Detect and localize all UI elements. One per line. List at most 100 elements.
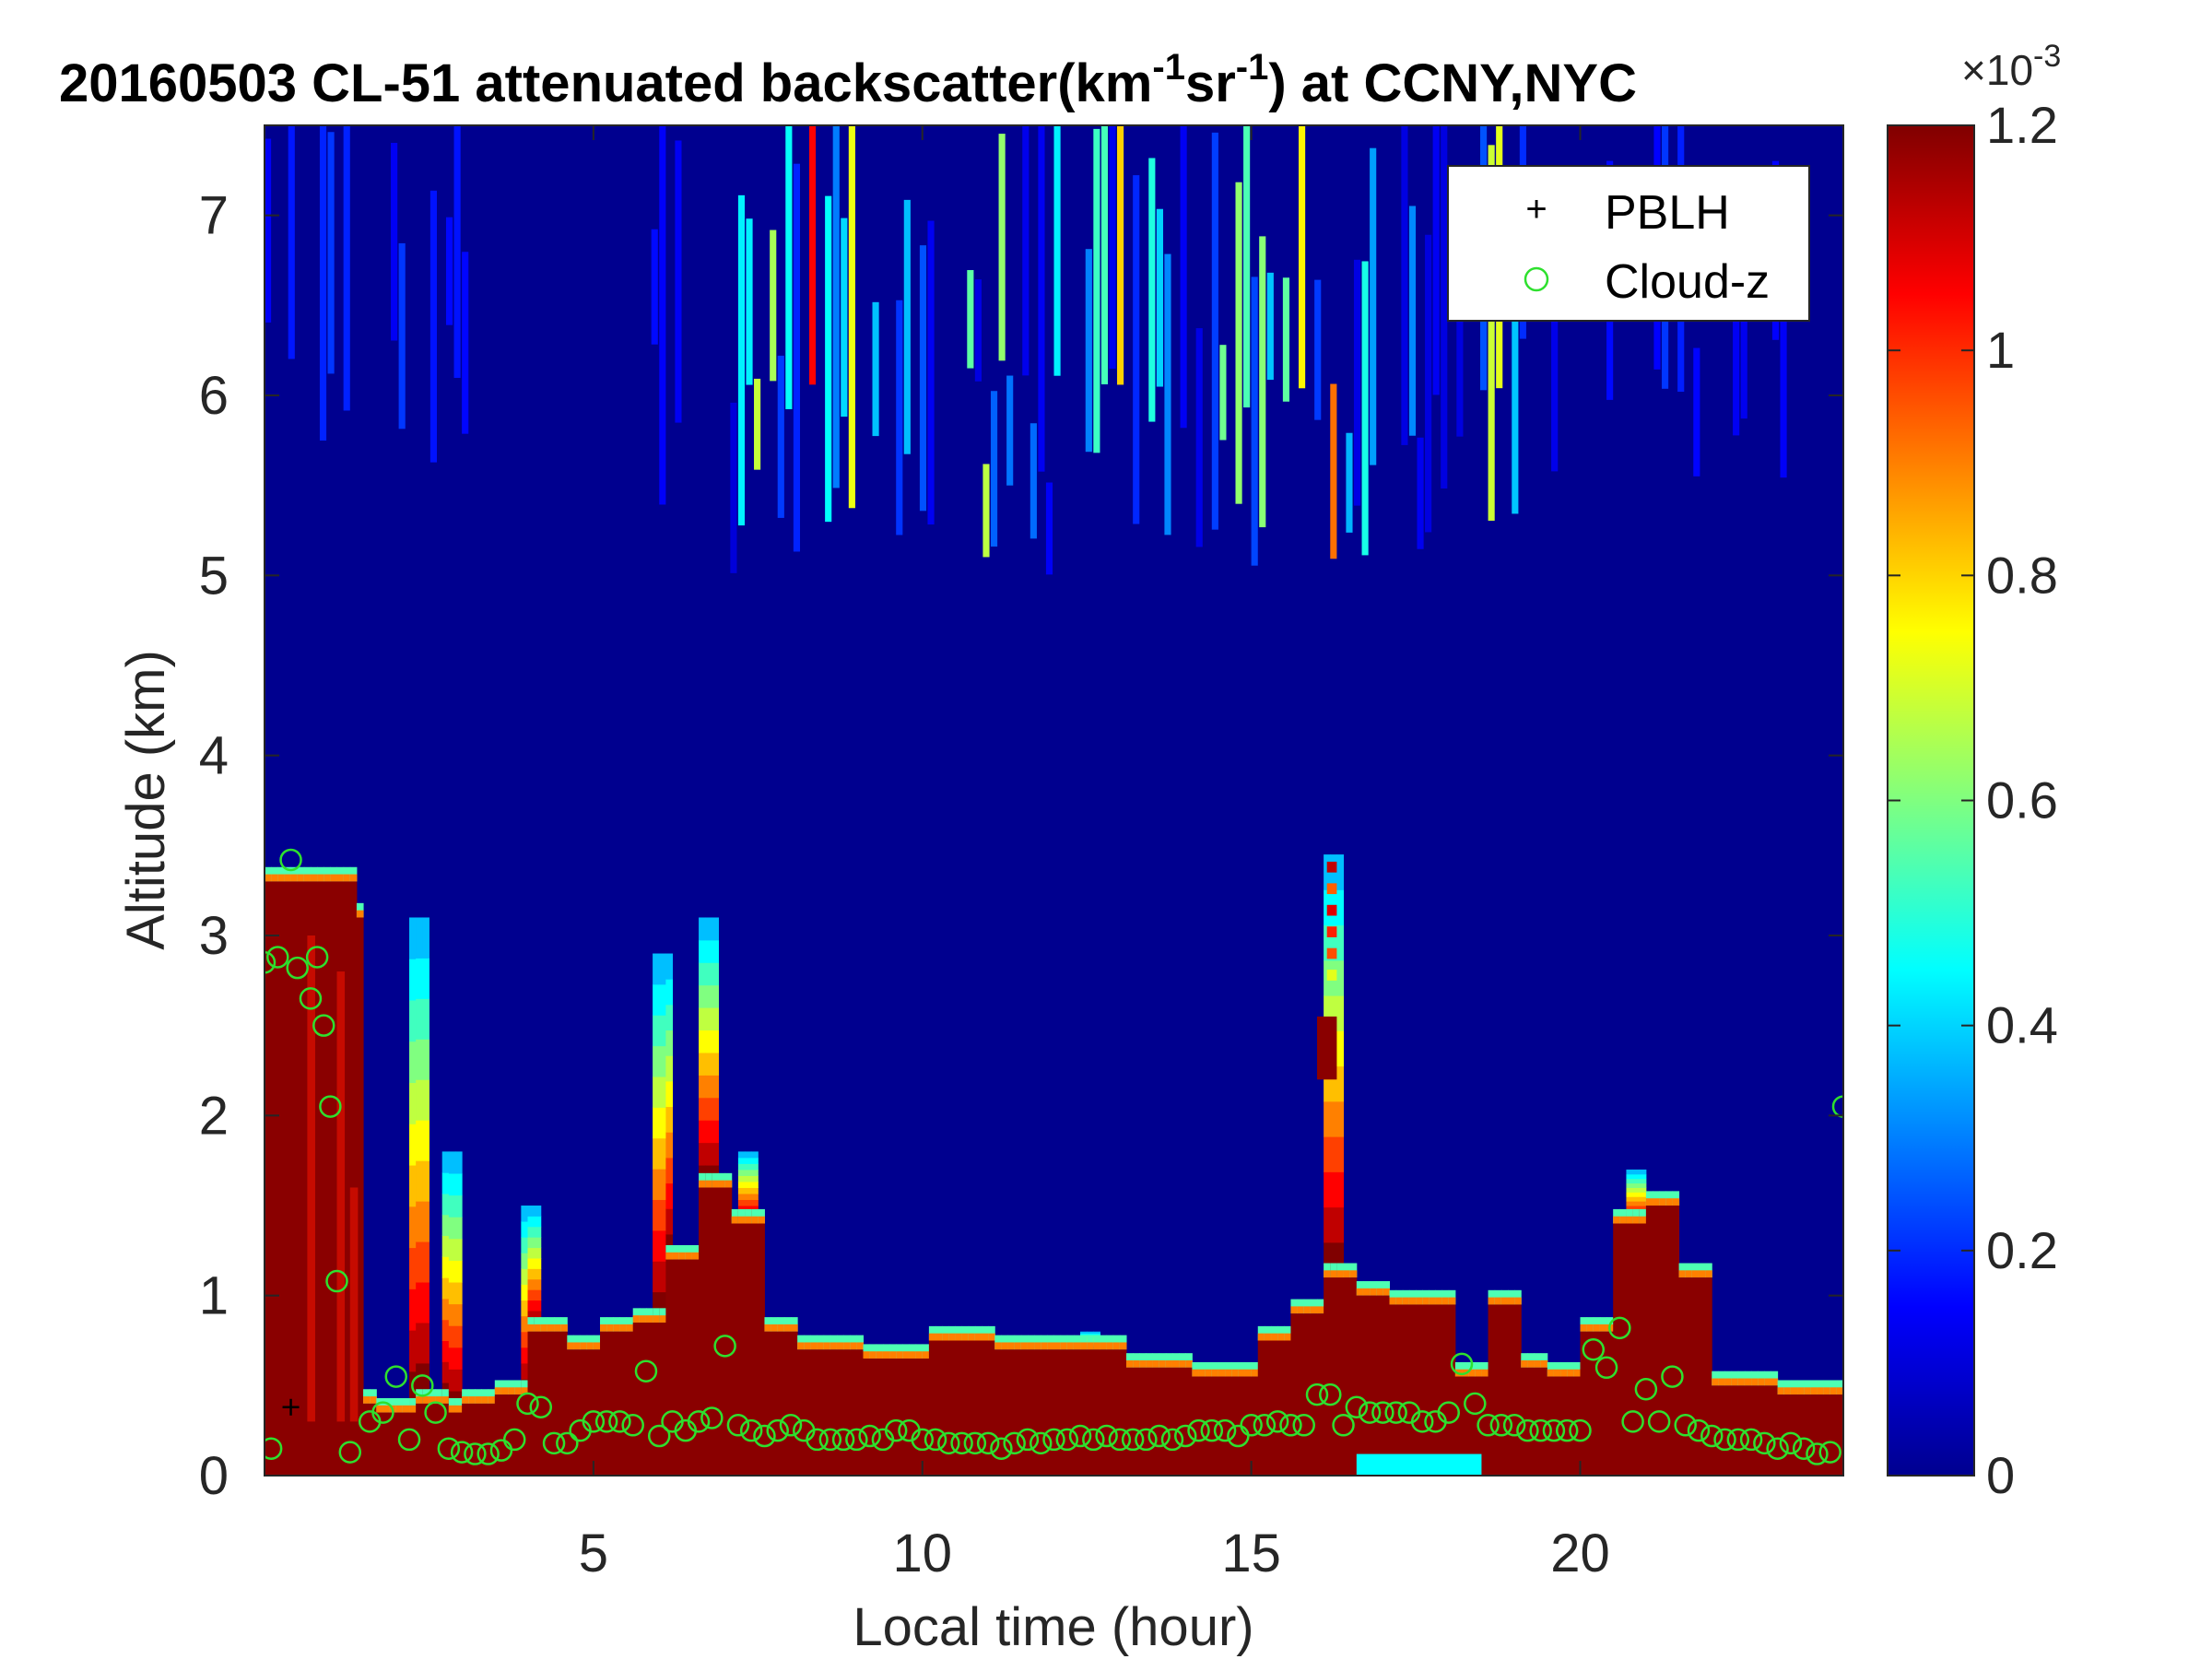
aerosol-column	[1126, 1367, 1134, 1476]
colorbar-tick-label: 1	[1986, 321, 2015, 379]
layer-fringe	[1705, 1270, 1712, 1278]
plume-segment	[659, 1077, 666, 1108]
plume-segment	[1330, 1100, 1337, 1137]
cloud-streak	[1282, 277, 1290, 402]
aerosol-column	[856, 1349, 865, 1476]
aerosol-column	[1139, 1367, 1147, 1476]
aerosol-column	[1297, 1313, 1305, 1476]
plume-segment	[705, 1097, 712, 1121]
plume-segment	[534, 1237, 542, 1249]
plume-segment	[1632, 1169, 1641, 1175]
plume-segment	[441, 1319, 450, 1341]
plume-segment	[659, 1261, 666, 1293]
aerosol-column	[691, 1259, 700, 1476]
cloud-z-point	[806, 1428, 829, 1452]
aerosol-column	[1007, 1349, 1016, 1476]
layer-fringe	[705, 1180, 712, 1188]
aerosol-column	[1133, 1367, 1140, 1476]
layer-fringe	[1238, 1369, 1245, 1377]
plume-segment	[699, 1120, 706, 1144]
layer-fringe	[435, 1396, 443, 1404]
plume-segment	[441, 1340, 450, 1362]
cloud-streak	[777, 355, 784, 518]
layer-fringe	[1277, 1333, 1285, 1341]
aerosol-column	[1665, 1206, 1673, 1476]
plume-segment	[416, 1322, 423, 1364]
cloud-z-point	[1489, 1414, 1513, 1437]
cloud-z-point	[516, 1392, 539, 1416]
aerosol-column	[284, 881, 292, 1476]
layer-fringe	[626, 1324, 634, 1332]
layer-fringe	[1139, 1359, 1147, 1368]
layer-fringe	[1678, 1270, 1687, 1278]
cloud-z-point	[1305, 1382, 1329, 1406]
plume-segment	[416, 1079, 423, 1121]
cloud-z-point	[1332, 1414, 1355, 1437]
aerosol-column	[1395, 1304, 1404, 1476]
aerosol-column	[639, 1322, 647, 1476]
aerosol-column	[1179, 1367, 1186, 1476]
cloud-streak	[1417, 437, 1424, 549]
layer-fringe	[632, 1315, 641, 1323]
aerosol-column	[1185, 1367, 1193, 1476]
layer-fringe	[1112, 1342, 1121, 1350]
plume-segment	[441, 1277, 450, 1300]
layer-fringe	[271, 874, 278, 882]
layer-fringe	[1560, 1369, 1568, 1377]
layer-fringe	[1771, 1378, 1779, 1386]
cloud-z-point	[1410, 1410, 1434, 1433]
layer-fringe	[1007, 1342, 1016, 1350]
plume-segment	[705, 984, 712, 1008]
cloud-z-point	[1135, 1428, 1158, 1452]
layer-fringe	[527, 1324, 535, 1332]
plume-segment	[527, 1268, 535, 1280]
aerosol-column	[488, 1403, 496, 1476]
aerosol-column	[653, 1322, 660, 1476]
aerosol-column	[1087, 1349, 1094, 1476]
plume-segment	[665, 1080, 674, 1108]
elevated-layer	[1317, 1016, 1337, 1080]
plume-segment	[422, 1201, 429, 1242]
plume-segment	[712, 984, 719, 1008]
cloud-streak	[1180, 125, 1187, 429]
layer-fringe	[942, 1333, 949, 1341]
cloud-z-point	[556, 1431, 579, 1455]
aerosol-column	[817, 1349, 825, 1476]
aerosol-column	[402, 1412, 410, 1476]
aerosol-column	[1659, 1206, 1666, 1476]
plume-segment	[737, 1151, 746, 1159]
plume-segment	[1336, 1100, 1345, 1137]
aerosol-column	[1441, 1304, 1450, 1476]
colorbar-ticks: 0 0.2 0.4 0.6 0.8 1 1.2	[1888, 96, 2058, 1504]
plume-segment	[454, 1151, 463, 1174]
layer-fringe	[475, 1396, 483, 1404]
layer-fringe	[948, 1333, 956, 1341]
plume-segment	[665, 953, 674, 980]
cloud-streak	[1038, 125, 1045, 472]
plume-segment	[1324, 1065, 1331, 1102]
cloud-streak	[1093, 128, 1100, 453]
plume-segment	[745, 1187, 752, 1194]
cloud-z-point	[1806, 1442, 1829, 1465]
plume-segment	[409, 1330, 417, 1372]
aerosol-column	[1324, 1277, 1331, 1476]
plume-segment	[705, 1007, 712, 1031]
layer-fringe	[560, 1324, 568, 1332]
cloud-z-point	[1516, 1418, 1539, 1442]
plume-segment	[751, 1151, 759, 1159]
colorbar-tick-label: 0.4	[1986, 996, 2058, 1054]
aerosol-column	[869, 1359, 877, 1476]
aerosol-column	[843, 1349, 851, 1476]
cloud-z-point	[1739, 1428, 1763, 1452]
aerosol-column	[745, 1223, 752, 1476]
layer-fringe	[1817, 1387, 1825, 1395]
cloud-z-point	[542, 1431, 566, 1455]
plume-segment	[712, 1007, 719, 1031]
plume-segment	[1632, 1178, 1641, 1184]
plume-segment	[745, 1169, 752, 1176]
layer-fringe	[1468, 1369, 1476, 1377]
cloud-z-point	[963, 1431, 987, 1455]
cloud-streak	[990, 391, 998, 547]
aerosol-column	[429, 1403, 437, 1476]
cloud-z-point	[1818, 1441, 1841, 1464]
